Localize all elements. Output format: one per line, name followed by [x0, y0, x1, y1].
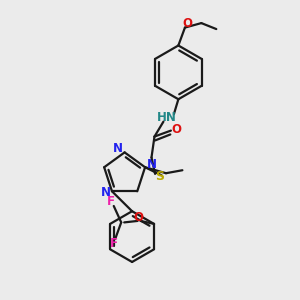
Text: N: N — [113, 142, 123, 155]
Text: N: N — [100, 186, 110, 199]
Text: N: N — [147, 158, 157, 171]
Text: O: O — [133, 211, 143, 224]
Text: O: O — [182, 17, 192, 31]
Text: S: S — [155, 170, 164, 183]
Text: HN: HN — [157, 111, 176, 124]
Text: F: F — [110, 237, 118, 250]
Text: O: O — [171, 123, 181, 136]
Text: F: F — [107, 195, 116, 208]
